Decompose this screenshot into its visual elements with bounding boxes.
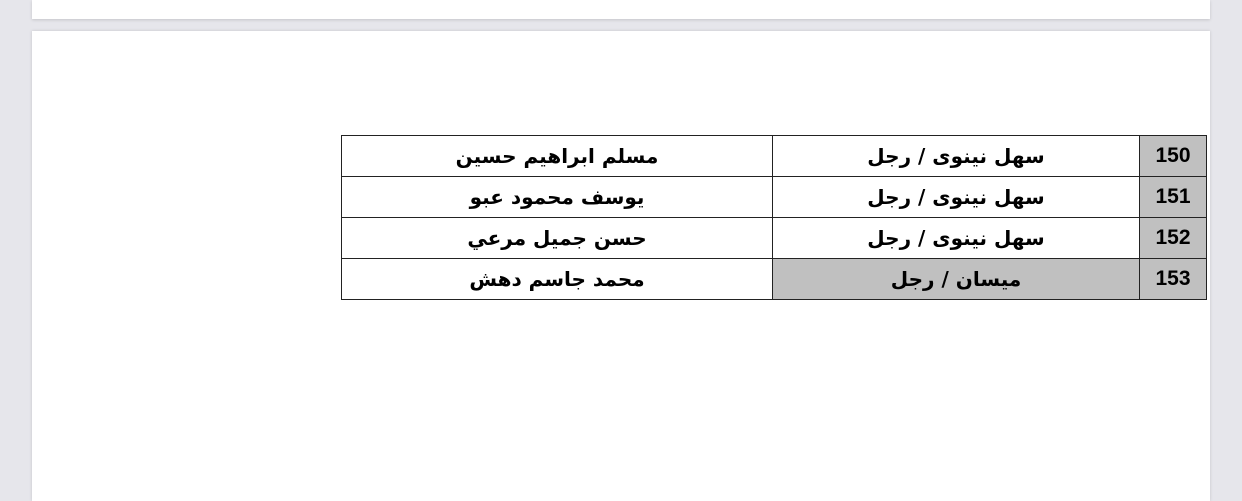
table-row: 150 سهل نينوى / رجل مسلم ابراهيم حسين (341, 135, 1207, 177)
row-number-cell: 152 (1139, 217, 1207, 259)
table-row: 152 سهل نينوى / رجل حسن جميل مرعي (341, 217, 1207, 259)
document-page: 150 سهل نينوى / رجل مسلم ابراهيم حسين 151 سه… (32, 31, 1210, 501)
name-cell: مسلم ابراهيم حسين (341, 135, 773, 177)
place-cell: سهل نينوى / رجل (772, 176, 1140, 218)
place-cell: ميسان / رجل (772, 258, 1140, 300)
row-number-cell: 151 (1139, 176, 1207, 218)
row-number-cell: 150 (1139, 135, 1207, 177)
table-row: 153 ميسان / رجل محمد جاسم دهش (341, 258, 1207, 300)
names-table: 150 سهل نينوى / رجل مسلم ابراهيم حسين 151 سه… (341, 135, 1207, 300)
table-row: 151 سهل نينوى / رجل يوسف محمود عبو (341, 176, 1207, 218)
name-cell: محمد جاسم دهش (341, 258, 773, 300)
previous-page (32, 0, 1210, 19)
row-number-cell: 153 (1139, 258, 1207, 300)
place-cell: سهل نينوى / رجل (772, 135, 1140, 177)
place-cell: سهل نينوى / رجل (772, 217, 1140, 259)
name-cell: حسن جميل مرعي (341, 217, 773, 259)
name-cell: يوسف محمود عبو (341, 176, 773, 218)
